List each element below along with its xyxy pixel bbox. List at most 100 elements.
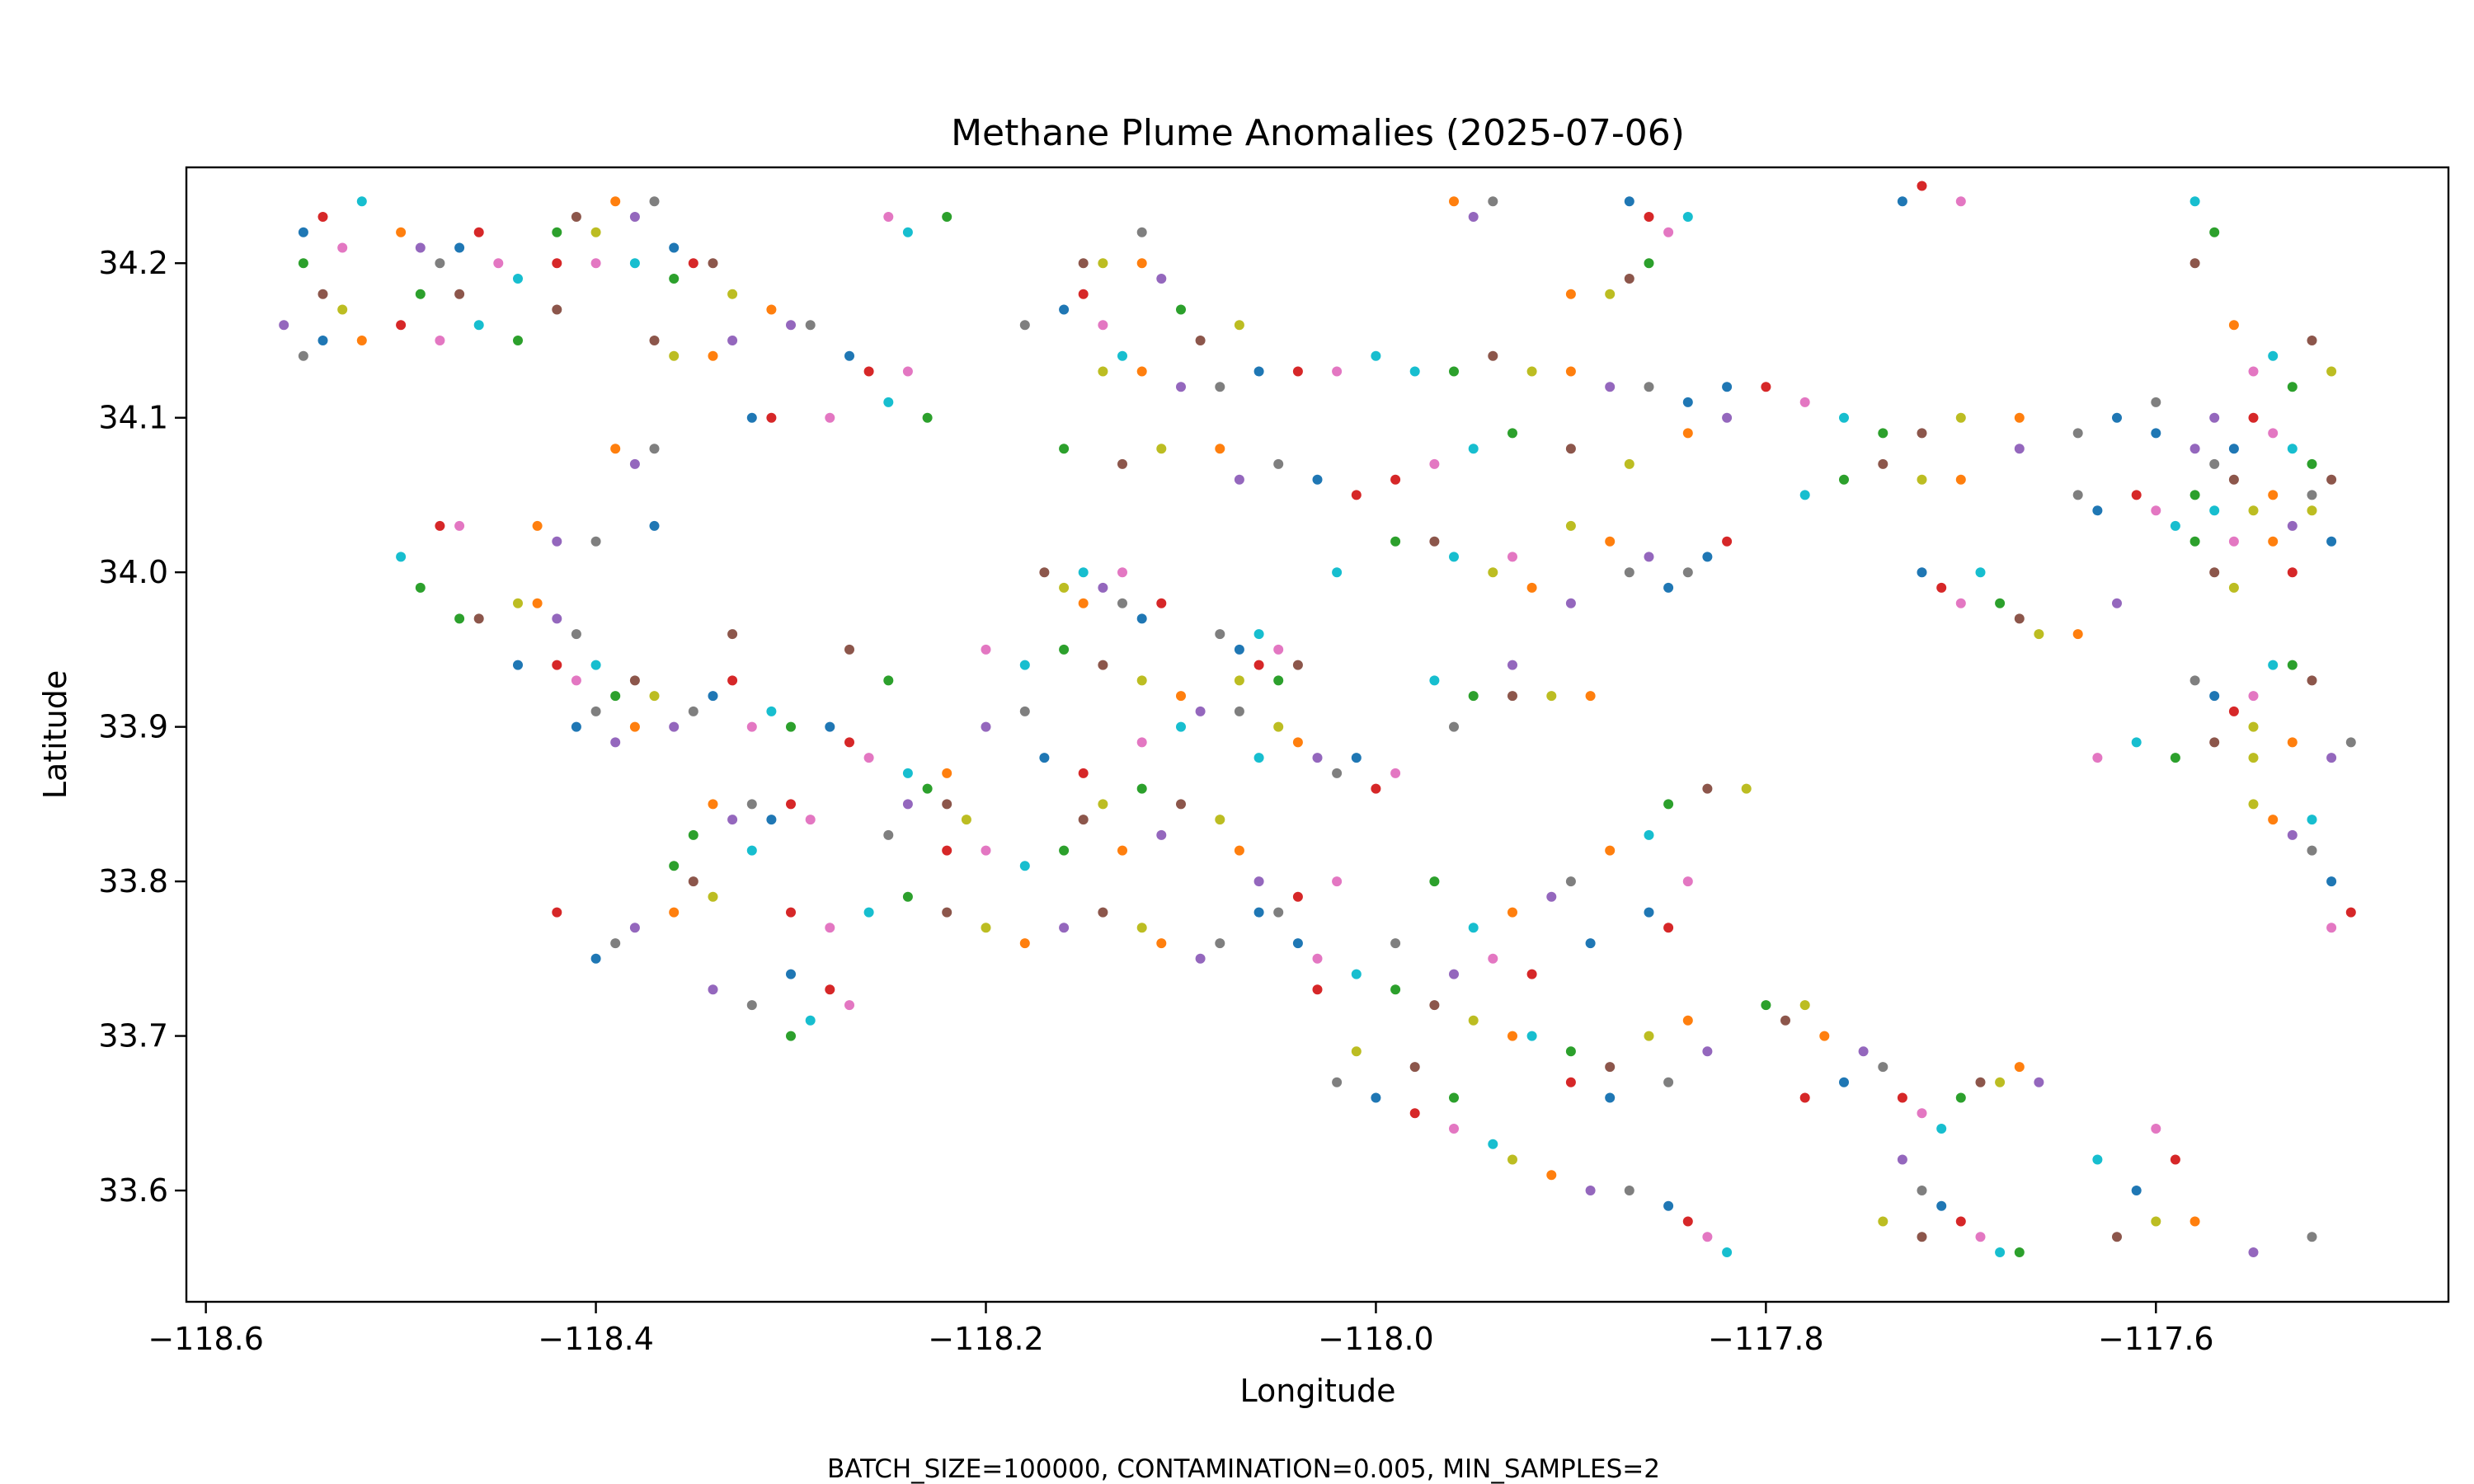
data-point [2228, 320, 2239, 331]
data-point [1292, 366, 1303, 377]
data-point [1878, 458, 1888, 469]
data-point [1995, 598, 2006, 608]
data-point [844, 350, 854, 361]
data-point [2189, 1216, 2200, 1227]
data-point [708, 984, 718, 995]
data-point [1858, 1046, 1869, 1057]
y-axis-ticks: 33.6 33.7 33.8 33.9 34.0 34.1 34.2 [98, 245, 186, 1209]
data-point [493, 258, 504, 269]
data-point [2170, 753, 2180, 763]
data-point [1565, 1077, 1576, 1087]
data-point [571, 721, 581, 732]
data-point [2151, 428, 2161, 439]
data-point [708, 691, 718, 702]
data-point [1702, 783, 1713, 794]
data-point [2326, 366, 2337, 377]
data-point [1624, 196, 1634, 207]
data-point [1078, 258, 1089, 269]
data-point [1234, 644, 1244, 655]
data-point [1488, 1139, 1498, 1149]
data-point [610, 196, 621, 207]
data-point [1644, 1031, 1654, 1041]
data-point [786, 907, 796, 918]
data-point [552, 258, 562, 269]
data-point [1351, 1046, 1362, 1057]
data-point [844, 737, 854, 748]
data-point [746, 799, 757, 810]
data-point [1429, 536, 1440, 547]
data-point [2170, 520, 2180, 531]
data-point [2092, 505, 2103, 516]
data-point [1799, 397, 1810, 407]
data-point [1761, 382, 1771, 392]
data-point [2307, 815, 2317, 825]
data-point [1039, 567, 1050, 578]
data-point [1156, 444, 1167, 454]
data-point [1507, 428, 1517, 439]
data-point [2307, 1232, 2317, 1242]
data-point [2307, 845, 2317, 856]
data-point [337, 242, 348, 253]
data-point [610, 737, 621, 748]
data-point [1273, 675, 1284, 686]
data-point [786, 1031, 796, 1041]
data-point [2307, 490, 2317, 500]
data-point [1526, 1031, 1537, 1041]
data-point [2209, 505, 2220, 516]
data-point [1878, 1062, 1888, 1073]
data-point [1605, 1092, 1616, 1103]
data-point [1098, 366, 1108, 377]
data-point [1449, 552, 1459, 562]
data-point [688, 258, 698, 269]
data-point [746, 845, 757, 856]
data-point [825, 721, 835, 732]
data-point [1955, 598, 1966, 608]
data-point [669, 721, 680, 732]
data-point [2189, 258, 2200, 269]
data-point [1409, 1062, 1420, 1073]
x-tick-label: −118.2 [928, 1321, 1044, 1357]
data-point [2345, 907, 2356, 918]
data-point [1078, 815, 1089, 825]
y-tick-label: 33.6 [98, 1172, 168, 1209]
data-point [356, 196, 367, 207]
data-point [1507, 1154, 1517, 1165]
data-point [1136, 783, 1147, 794]
data-point [610, 444, 621, 454]
data-point [1136, 737, 1147, 748]
data-point [2268, 428, 2279, 439]
data-point [844, 1000, 854, 1011]
data-point [669, 861, 680, 871]
data-point [2092, 1154, 2103, 1165]
data-point [396, 320, 407, 331]
data-point [1682, 428, 1693, 439]
data-point [415, 582, 426, 593]
data-point [708, 799, 718, 810]
data-point [2228, 474, 2239, 485]
data-point [1565, 876, 1576, 887]
data-point [825, 923, 835, 933]
data-point [1312, 984, 1323, 995]
data-point [942, 907, 952, 918]
data-point [1449, 1092, 1459, 1103]
data-point [766, 706, 777, 716]
data-point [2112, 1232, 2122, 1242]
data-point [1722, 412, 1733, 423]
data-point [1019, 938, 1030, 949]
data-point [1917, 1108, 1927, 1119]
data-point [552, 227, 562, 237]
y-axis-label: Latitude [37, 670, 73, 799]
data-point [2307, 505, 2317, 516]
data-point [1605, 1062, 1616, 1073]
data-point [1253, 907, 1264, 918]
data-point [1546, 1170, 1557, 1181]
data-point [1449, 1124, 1459, 1134]
chart-title: Methane Plume Anomalies (2025-07-06) [951, 112, 1685, 154]
data-point [396, 552, 407, 562]
data-point [922, 783, 933, 794]
data-point [298, 350, 308, 361]
data-point [1156, 938, 1167, 949]
data-point [1819, 1031, 1830, 1041]
data-point [1644, 552, 1654, 562]
